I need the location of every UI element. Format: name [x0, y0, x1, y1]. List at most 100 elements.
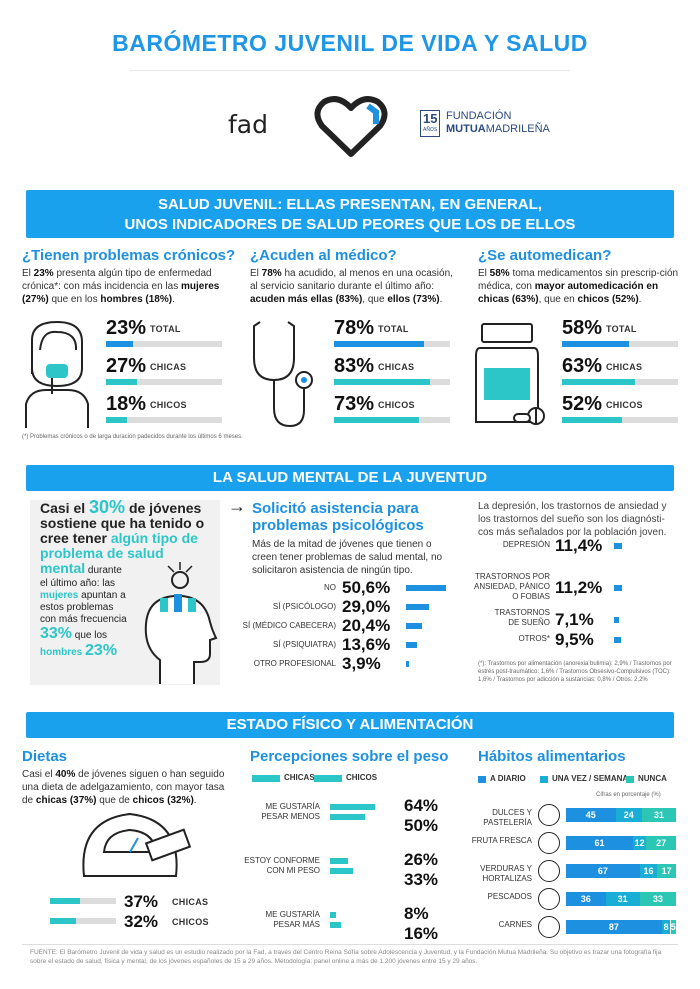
diagnostico-value: 11,2% [555, 578, 603, 597]
heading-asistencia: Solicitó asistencia para problemas psicol… [252, 500, 424, 534]
stat-bar-fill [106, 379, 138, 385]
diet-value: 37% [124, 892, 159, 911]
heading-dietas: Dietas [22, 748, 68, 765]
habito-fish-icon [538, 888, 560, 910]
stat-value: 23% [106, 317, 147, 339]
diagnostico-label: TRASTORNOS DE SUEÑO [494, 608, 550, 627]
footer-source: FUENTE: El Barómetro Juvenil de vida y s… [30, 949, 662, 965]
section-banner-salud: SALUD JUVENIL: ELLAS PRESENTAN, EN GENER… [26, 190, 674, 238]
habito-vegetables-icon [538, 860, 560, 882]
stat-bar-track [562, 379, 678, 385]
peso-value-chicos: 33% [404, 870, 439, 889]
asistencia-label: SÍ (PSIQUIATRA) [273, 640, 336, 649]
stat-value: 18% [106, 393, 147, 415]
peso-bar-chicos [330, 922, 342, 928]
habito-segment: 36 [566, 892, 606, 906]
legend-chicos-swatch [314, 775, 342, 782]
heading-peso: Percepciones sobre el peso [250, 748, 449, 765]
stat-bar-fill [106, 341, 133, 347]
habito-segment: 17 [657, 864, 676, 878]
scale-measuring-tape-icon [82, 812, 192, 877]
habito-label: PESCADOS [487, 892, 532, 901]
diagnostico-bar [614, 543, 622, 549]
stat-value: 73% [334, 393, 375, 415]
stat-bar-track [334, 417, 450, 423]
stat-bar-track [334, 379, 450, 385]
heading-col1: ¿Tienen problemas crónicos? [22, 247, 236, 264]
asistencia-label: SÍ (MÉDICO CABECERA) [242, 621, 336, 630]
heart-logo-icon [314, 96, 388, 157]
diagnostico-bar [614, 617, 619, 623]
mutua-logo: 15 AÑOS FUNDACIÓN MUTUAMADRILEÑA [420, 110, 570, 138]
diet-bar-fill [50, 918, 76, 924]
text-col3: El 58% toma medicamentos sin prescrip-ci… [478, 268, 679, 305]
peso-bar-chicas [330, 804, 375, 810]
habito-segment: 24 [615, 808, 642, 822]
diet-label: CHICAS [172, 897, 209, 907]
asistencia-label: NO [324, 583, 336, 592]
stat-bar-track [106, 417, 222, 423]
diagnostico-bar [614, 637, 621, 643]
stat-value: 83% [334, 355, 375, 377]
habito-label: FRUTA FRESCA [471, 836, 532, 845]
diagnostico-value: 7,1% [555, 610, 594, 629]
habito-segment: 33 [639, 892, 676, 906]
legend-chicas-swatch [252, 775, 280, 782]
legend-habitos-swatch [626, 776, 634, 783]
peso-value-chicas: 8% [404, 904, 429, 923]
diet-bar-track [50, 918, 116, 924]
habito-segment: 5 [670, 920, 676, 934]
heading-habitos: Hábitos alimentarios [478, 748, 626, 765]
stat-value: 78% [334, 317, 375, 339]
stat-label: TOTAL [378, 324, 409, 334]
stat-label: CHICAS [606, 362, 643, 372]
stat-value: 52% [562, 393, 603, 415]
asistencia-bar [406, 585, 447, 591]
text-col2: El 78% ha acudido, al menos en una ocasi… [250, 268, 453, 305]
footnote-otros: (*): Trastornos por alimentación (anorex… [478, 661, 672, 683]
diagnostico-label: DEPRESIÓN [502, 540, 550, 549]
legend-habitos-swatch [540, 776, 548, 783]
asistencia-bar [406, 642, 417, 648]
patient-oxygen-mask-icon [25, 320, 89, 428]
legend-habitos-label: UNA VEZ / SEMANA [552, 774, 629, 783]
stat-value: 58% [562, 317, 603, 339]
asistencia-bar [406, 661, 410, 667]
footnote-cronicos: (*) Problemas crónicos o de larga duraci… [22, 434, 243, 440]
peso-bar-chicas [330, 858, 349, 864]
habito-segment: 31 [641, 808, 676, 822]
diet-label: CHICOS [172, 917, 209, 927]
habito-segment: 61 [566, 836, 634, 850]
stat-bar-track [106, 341, 222, 347]
stat-bar-fill [334, 341, 425, 347]
habito-meat-icon [538, 916, 560, 938]
peso-value-chicos: 16% [404, 924, 439, 943]
habito-label: VERDURAS Y HORTALIZAS [480, 864, 532, 883]
stat-bar-fill [562, 379, 636, 385]
diagnostico-value: 9,5% [555, 630, 594, 649]
page-title: BARÓMETRO JUVENIL DE VIDA Y SALUD [112, 30, 588, 56]
quote-text: Casi el 30% de jóvenes sostiene que ha t… [40, 497, 205, 659]
stat-label: CHICOS [378, 400, 415, 410]
asistencia-label: OTRO PROFESIONAL [253, 659, 336, 668]
habito-segment: 27 [646, 836, 676, 850]
diagnostico-label: TRASTORNOS POR ANSIEDAD, PÁNICO O FOBIAS [473, 572, 550, 601]
habito-segment: 31 [605, 892, 640, 906]
asistencia-value: 20,4% [342, 616, 391, 635]
habito-segment: 8 [661, 920, 671, 934]
diagnostico-value: 11,4% [555, 536, 603, 555]
diagnostico-label: OTROS* [518, 634, 550, 643]
arrow-icon: → [228, 496, 246, 516]
stat-bar-fill [334, 417, 419, 423]
stat-bar-fill [562, 341, 630, 347]
stat-label: CHICAS [378, 362, 415, 372]
peso-bar-chicos [330, 814, 365, 820]
medicine-bottle-icon [475, 323, 545, 425]
text-diagnosticos: La depresión, los trastornos de ansiedad… [478, 501, 667, 538]
legend-chicos-label: CHICOS [346, 773, 378, 782]
fad-logo: fad [228, 110, 268, 139]
stat-bar-fill [106, 417, 127, 423]
habito-cherries-icon [538, 832, 560, 854]
asistencia-value: 3,9% [342, 654, 381, 673]
habito-segment: 67 [566, 864, 640, 878]
